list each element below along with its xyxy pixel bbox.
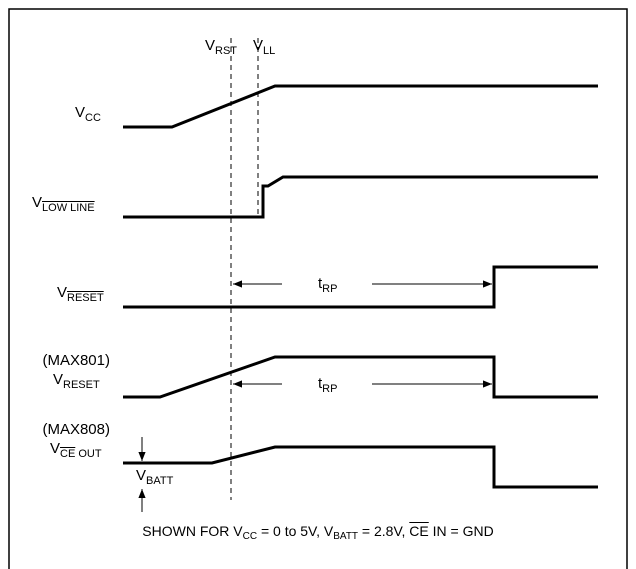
max801-reset-label: VRESET bbox=[53, 371, 100, 391]
trp-label-1: tRP bbox=[318, 275, 338, 295]
lowline-waveform bbox=[123, 175, 598, 219]
vcc-label: VCC bbox=[75, 104, 101, 124]
reset-bar-waveform bbox=[123, 265, 598, 309]
reset-bar-label: VRESET bbox=[57, 284, 104, 304]
diagram-caption: SHOWN FOR VCC = 0 to 5V, VBATT = 2.8V, C… bbox=[142, 523, 494, 542]
vbatt-label: VBATT bbox=[136, 467, 174, 487]
max801-part-label: (MAX801) bbox=[42, 352, 110, 369]
vcc-waveform bbox=[123, 84, 598, 129]
max808-ce-out-waveform bbox=[123, 445, 598, 489]
trp-label-2: tRP bbox=[318, 375, 338, 395]
max808-ce-out-label: VCE OUT bbox=[50, 440, 102, 460]
vll-label: VLL bbox=[253, 37, 276, 57]
max801-reset-waveform bbox=[123, 355, 598, 399]
max808-part-label: (MAX808) bbox=[42, 421, 110, 438]
lowline-label: VLOW LINE bbox=[32, 194, 95, 214]
diagram-border bbox=[8, 8, 628, 569]
vrst-label: VRST bbox=[205, 37, 238, 57]
